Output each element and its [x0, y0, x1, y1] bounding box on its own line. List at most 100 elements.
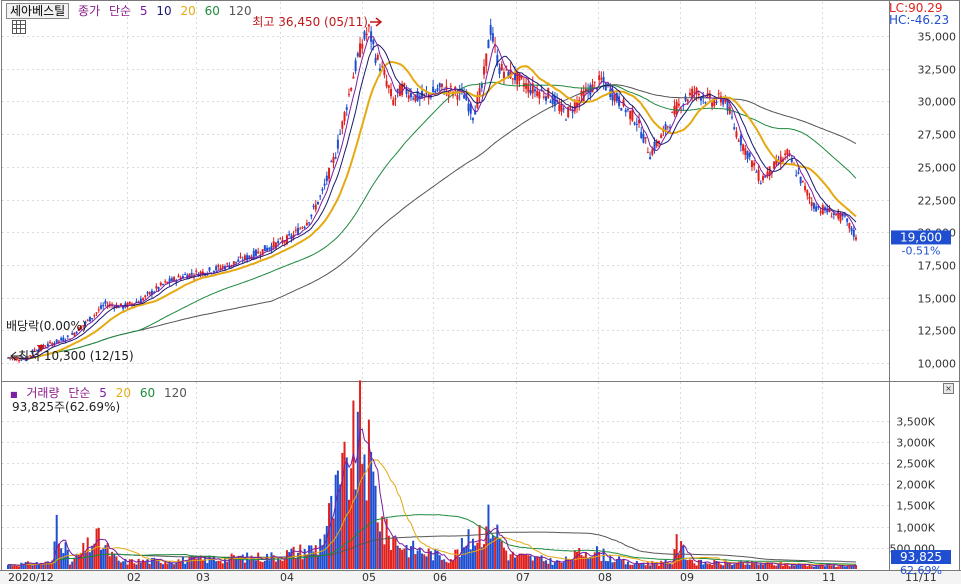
volume-bar	[71, 561, 74, 569]
volume-bar	[443, 559, 446, 569]
volume-bar	[117, 560, 120, 569]
volume-bar	[693, 563, 696, 569]
candle-body	[217, 265, 220, 267]
vma60-line	[7, 514, 856, 566]
volume-bar	[161, 564, 164, 569]
volume-bar	[111, 551, 114, 569]
candle-body	[507, 71, 510, 79]
volume-bar	[157, 558, 160, 569]
candle-body	[764, 175, 767, 178]
candle-body	[655, 141, 658, 147]
volume-bar	[819, 563, 822, 569]
candle-body	[396, 88, 399, 92]
candle-body	[230, 264, 233, 266]
candle-body	[691, 88, 694, 99]
volume-bar	[485, 526, 488, 569]
volume-bar	[669, 563, 672, 569]
volume-readout: 93,825주(62.69%)	[12, 400, 121, 414]
volume-bar	[221, 563, 224, 569]
candle-body	[518, 73, 521, 81]
candle-body	[215, 266, 218, 271]
stock-name-label[interactable]: 세아베스틸	[6, 3, 70, 19]
candle-body	[288, 234, 291, 236]
volume-bar	[609, 554, 612, 569]
candle-body	[739, 135, 742, 146]
candle-body	[290, 235, 293, 239]
candle-body	[584, 88, 587, 93]
candle-body	[635, 123, 638, 126]
volume-bar	[305, 554, 308, 569]
candle-body	[363, 31, 366, 40]
volume-tick-label: 3,500K	[896, 416, 935, 429]
volume-bar	[102, 547, 105, 569]
volume-tick-label: 1,000K	[896, 522, 935, 535]
volume-bar	[620, 560, 623, 569]
volume-bar	[806, 566, 809, 569]
candle-body	[312, 205, 315, 208]
current-price-label: 19,600	[900, 230, 942, 244]
candle-body	[855, 237, 857, 240]
date-tick-label: 05	[362, 571, 376, 584]
candle-body	[148, 291, 151, 295]
candle-body	[155, 286, 158, 289]
volume-bar	[644, 565, 647, 569]
volume-bar	[11, 565, 14, 569]
volume-bar	[215, 561, 218, 569]
candle-body	[398, 84, 401, 97]
volume-bar	[299, 544, 302, 569]
volume-bar	[445, 561, 448, 569]
candle-body	[235, 261, 238, 263]
volume-bar	[826, 563, 829, 569]
volume-bar	[277, 556, 280, 569]
candle-body	[666, 126, 669, 128]
candle-body	[713, 99, 716, 107]
candle-body	[416, 91, 419, 101]
candle-body	[91, 318, 94, 320]
candle-body	[731, 116, 734, 118]
volume-bar	[564, 556, 567, 569]
candle-body	[20, 359, 23, 361]
candle-body	[804, 185, 807, 191]
volume-bar	[77, 554, 80, 569]
candle-body	[266, 247, 269, 251]
volume-bar	[848, 564, 851, 569]
candle-body	[385, 80, 388, 87]
candle-body	[341, 121, 344, 129]
volume-bar	[600, 561, 603, 569]
hc-value: HC:-46.23	[889, 13, 950, 27]
candle-body	[843, 215, 846, 217]
candle-body	[571, 111, 574, 113]
volume-bar	[312, 551, 315, 569]
candle-body	[77, 327, 80, 332]
candle-body	[711, 102, 714, 107]
candle-body	[252, 250, 255, 259]
volume-bar	[68, 564, 71, 569]
candle-body	[440, 83, 443, 87]
volume-bar	[257, 552, 260, 569]
volume-bar	[494, 537, 497, 569]
close-icon[interactable]: ×	[943, 383, 954, 394]
volume-bar	[153, 557, 156, 569]
volume-bar	[626, 561, 629, 569]
candle-body	[810, 201, 813, 206]
price-tick-label: 10,000	[918, 358, 957, 371]
candle-body	[407, 95, 410, 99]
candle-body	[243, 255, 246, 260]
candle-body	[237, 259, 240, 262]
volume-bar	[24, 562, 27, 569]
volume-bar	[697, 559, 700, 569]
candle-body	[830, 216, 833, 218]
volume-bar	[533, 557, 536, 569]
volume-bar	[126, 564, 129, 569]
candle-body	[611, 88, 614, 101]
grid-icon[interactable]	[12, 20, 26, 34]
volume-bar	[86, 537, 89, 569]
candle-body	[336, 139, 339, 149]
volume-bar	[44, 561, 47, 569]
candle-body	[55, 339, 58, 343]
volume-bar	[631, 564, 634, 569]
candle-body	[26, 356, 29, 358]
volume-bar	[742, 562, 745, 569]
volume-bar	[321, 545, 324, 569]
candle-body	[753, 162, 756, 166]
